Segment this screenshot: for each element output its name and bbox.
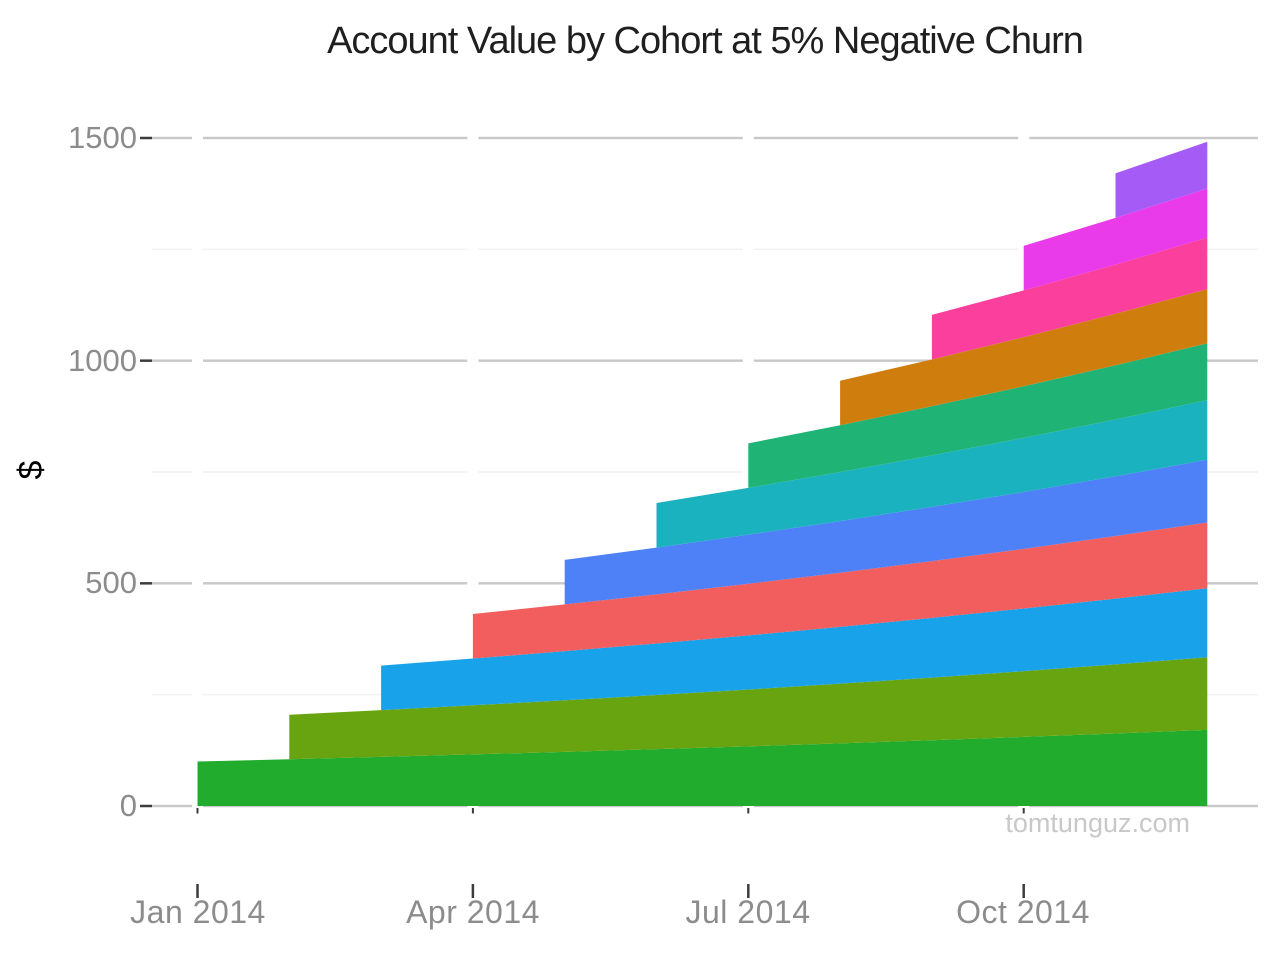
gridline-minor — [478, 471, 743, 473]
x-tick-label-jul-2014: Jul 2014 — [685, 894, 811, 930]
y-axis-title: $ — [11, 460, 50, 480]
watermark-tomtunguz: tomtunguz.com — [1005, 808, 1190, 838]
x-tick-label-jan-2014: Jan 2014 — [130, 894, 266, 930]
chart-title: Account Value by Cohort at 5% Negative C… — [327, 20, 1084, 62]
y-tick-label-1000: 1000 — [68, 343, 137, 378]
x-axis-baseline-tick — [196, 808, 199, 814]
gridline-minor — [152, 248, 192, 251]
y-axis-tick — [140, 804, 152, 808]
gridline-minor — [478, 248, 743, 251]
gridline-major — [478, 359, 743, 362]
cohort-band-may-2014-cohort — [564, 459, 1208, 605]
x-tick-label-apr-2014: Apr 2014 — [406, 894, 540, 930]
cohort-band-jul-2014-cohort — [748, 343, 1208, 488]
gridline-major — [203, 136, 468, 140]
gridline-major — [152, 136, 192, 140]
cohort-band-mar-2014-cohort — [381, 588, 1208, 711]
gridline-major — [152, 582, 192, 585]
y-tick-label-0: 0 — [119, 788, 137, 823]
cohort-band-feb-2014-cohort — [289, 657, 1208, 760]
gridline-major — [753, 359, 1019, 362]
cohort-band-nov-2014-cohort — [1115, 141, 1208, 218]
gridline-major — [753, 136, 1019, 140]
x-axis-baseline-tick — [471, 808, 474, 814]
x-tick-label-oct-2014: Oct 2014 — [956, 894, 1090, 930]
gridline-minor — [152, 693, 192, 696]
gridline-minor — [203, 693, 468, 696]
gridline-minor — [753, 248, 1019, 251]
cohort-band-sep-2014-cohort — [931, 237, 1208, 360]
y-axis-tick — [140, 136, 152, 140]
x-axis-tick — [747, 884, 750, 898]
gridline-major — [152, 359, 192, 362]
y-axis-tick — [140, 359, 152, 362]
gridline-major — [203, 359, 468, 362]
x-axis-tick — [1022, 884, 1025, 898]
cohort-band-aug-2014-cohort — [840, 289, 1208, 426]
cohort-band-apr-2014-cohort — [472, 522, 1208, 659]
cohort-band-jan-2014-cohort — [197, 729, 1208, 806]
gridline-minor — [203, 248, 468, 251]
gridline-minor — [203, 471, 468, 473]
x-axis-tick — [471, 884, 475, 898]
gridline-minor — [152, 471, 192, 473]
gridline-major — [203, 582, 468, 585]
y-tick-label-500: 500 — [85, 565, 137, 600]
cohort-band-oct-2014-cohort — [1023, 188, 1208, 291]
cohort-band-jun-2014-cohort — [656, 400, 1208, 548]
gridline-major — [478, 136, 743, 140]
y-axis-tick — [140, 582, 152, 585]
x-axis-baseline-tick — [1022, 808, 1025, 814]
x-axis-baseline-tick — [747, 808, 750, 814]
gridline-major — [152, 804, 192, 808]
gridline-major — [1029, 136, 1258, 140]
x-axis-tick — [196, 884, 199, 898]
y-tick-label-1500: 1500 — [68, 120, 137, 155]
